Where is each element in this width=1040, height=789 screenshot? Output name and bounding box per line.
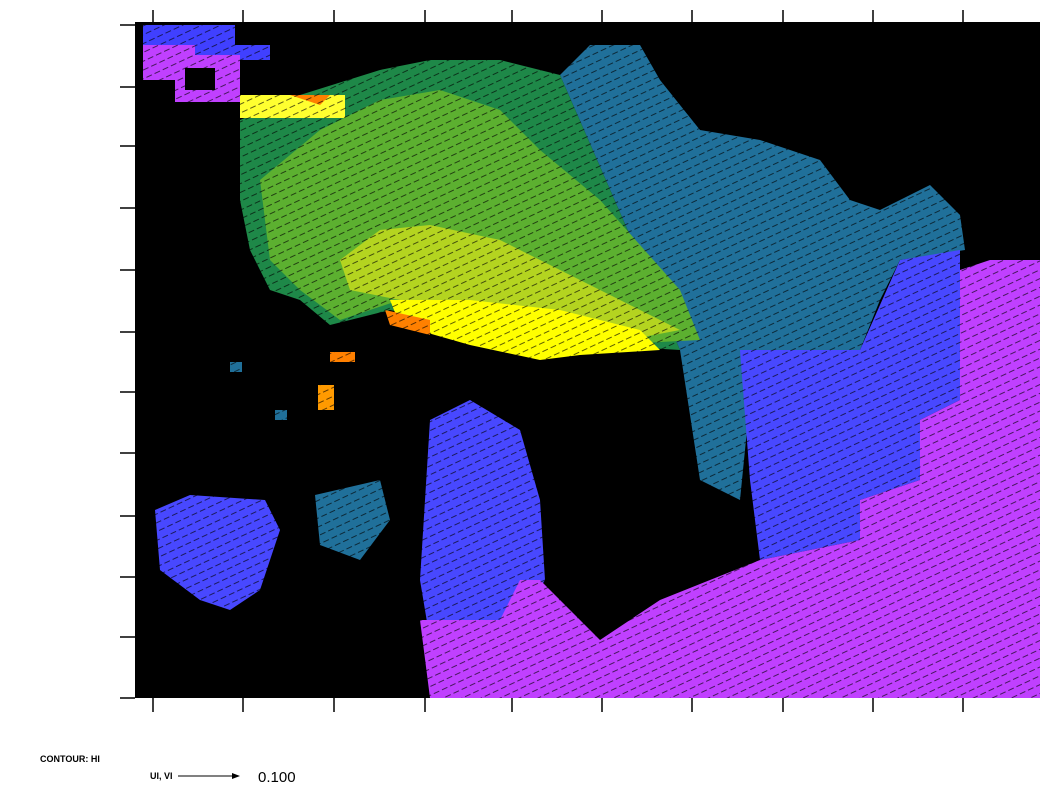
legend: CONTOUR: HI UI, VI 0.100	[40, 754, 296, 786]
contour-map: CONTOUR: HI UI, VI 0.100	[0, 0, 1040, 789]
bottom-ticks	[153, 698, 963, 712]
vector-label: UI, VI	[150, 771, 173, 781]
vector-field	[135, 22, 1040, 698]
reference-value: 0.100	[258, 769, 296, 786]
left-ticks	[120, 25, 135, 698]
plot-area	[135, 22, 1040, 698]
top-ticks	[153, 10, 963, 22]
contour-label: CONTOUR: HI	[40, 754, 100, 764]
arrow-head	[232, 773, 240, 779]
